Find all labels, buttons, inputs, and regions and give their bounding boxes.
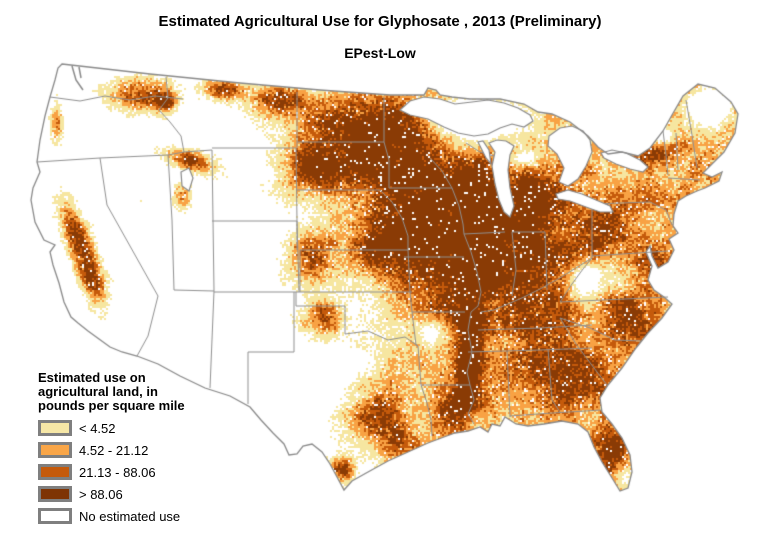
legend-title: Estimated use on agricultural land, in p… [38,371,253,413]
legend-title-line-2: agricultural land, in [38,384,158,399]
legend-item-high: 21.13 - 88.06 [38,464,253,480]
map-subtitle: EPest-Low [344,45,416,61]
legend-label-high: 21.13 - 88.06 [79,464,156,480]
legend-swatch-high [38,464,72,480]
legend-label-very-high: > 88.06 [79,486,123,502]
legend-item-no-use: No estimated use [38,508,253,524]
legend-swatch-no-use [38,508,72,524]
legend-item-very-high: > 88.06 [38,486,253,502]
legend-item-low: < 4.52 [38,420,253,436]
legend-swatch-medium [38,442,72,458]
legend-item-medium: 4.52 - 21.12 [38,442,253,458]
map-legend: Estimated use on agricultural land, in p… [38,371,253,530]
legend-title-line-3: pounds per square mile [38,398,185,413]
legend-label-low: < 4.52 [79,420,116,436]
legend-label-no-use: No estimated use [79,508,181,524]
legend-swatch-very-high [38,486,72,502]
legend-title-line-1: Estimated use on [38,370,146,385]
legend-swatch-low [38,420,72,436]
legend-items: < 4.52 4.52 - 21.12 21.13 - 88.06 > 88.0… [38,420,253,524]
legend-label-medium: 4.52 - 21.12 [79,442,149,458]
map-title: Estimated Agricultural Use for Glyphosat… [158,13,602,30]
